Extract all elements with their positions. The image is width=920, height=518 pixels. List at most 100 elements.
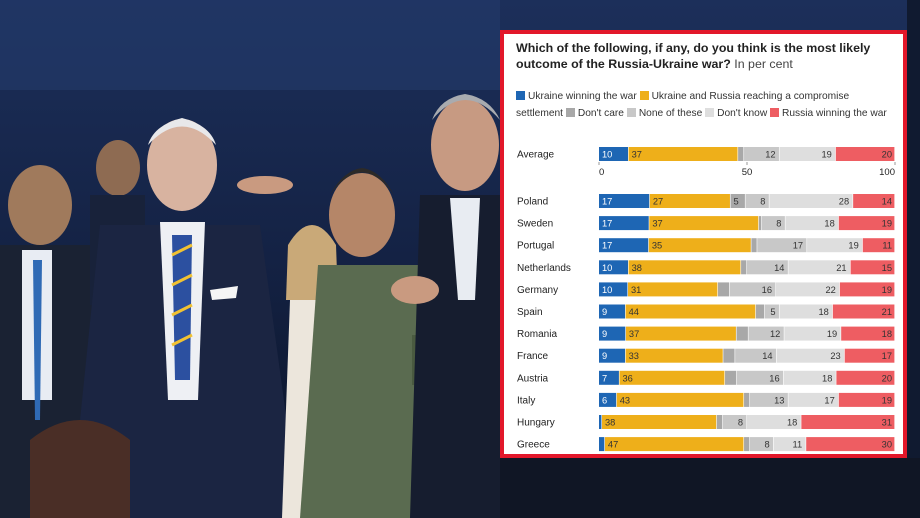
bar-segment-dont_care	[725, 370, 737, 385]
bar-segment-none_of_these	[749, 437, 774, 452]
bar-segment-dont_care	[744, 392, 750, 407]
bar-segment-russia_winning	[841, 326, 895, 341]
bar-segment-ukraine_winning	[599, 194, 650, 208]
legend-label: Ukraine winning the war	[528, 91, 637, 102]
data-label: 10	[602, 263, 612, 273]
bar-segment-dont_care	[751, 238, 757, 253]
bar-segment-dont_know	[776, 348, 845, 363]
data-label: 19	[882, 219, 892, 229]
category-label: Sweden	[517, 219, 553, 230]
data-label: 28	[839, 197, 849, 207]
bar-segment-compromise	[616, 392, 744, 407]
data-label: 8	[764, 440, 769, 450]
data-label: 38	[605, 418, 615, 428]
data-label: 20	[882, 150, 892, 160]
data-label: 19	[848, 241, 858, 251]
data-label: 17	[882, 351, 892, 361]
legend-swatch	[626, 107, 636, 117]
bar-segment-dont_know	[785, 216, 839, 231]
bar-segment-compromise	[628, 147, 738, 161]
data-label: 17	[602, 219, 612, 229]
category-label: France	[517, 351, 549, 362]
bar-segment-ukraine_winning	[599, 282, 628, 297]
bar-segment-ukraine_winning	[599, 238, 649, 253]
category-label: Greece	[517, 440, 550, 451]
bar-segment-dont_know	[773, 437, 806, 452]
category-label: Spain	[517, 307, 543, 318]
bar-segment-ukraine_winning	[599, 260, 628, 275]
legend-item-russia_winning: Russia winning the war	[770, 107, 887, 119]
data-label: 8	[776, 219, 781, 229]
category-label: Average	[517, 150, 555, 161]
category-label: Romania	[517, 329, 557, 340]
tick-label: 50	[742, 167, 753, 178]
legend-swatch	[639, 91, 649, 100]
chart-subtitle: In per cent	[734, 57, 793, 71]
bar-segment-none_of_these	[761, 216, 785, 231]
data-label: 17	[824, 395, 834, 405]
data-label: 19	[827, 329, 837, 339]
bar-segment-compromise	[619, 370, 725, 385]
bar-segment-dont_care	[717, 282, 729, 297]
bar-segment-dont_care	[738, 147, 744, 161]
legend-item-dont_care: Don't care	[565, 107, 624, 119]
bar-segment-dont_care	[736, 326, 748, 341]
bar-segment-compromise	[649, 194, 730, 208]
bar-segment-russia_winning	[850, 260, 895, 275]
category-label: Portugal	[517, 241, 554, 252]
chart-title: Which of the following, if any, do you t…	[516, 41, 871, 71]
data-label: 12	[765, 150, 775, 160]
data-label: 47	[608, 440, 618, 450]
bar-segment-compromise	[625, 304, 756, 319]
bar-segment-dont_know	[769, 194, 853, 208]
data-label: 37	[652, 219, 662, 229]
data-label: 18	[824, 219, 834, 229]
legend-item-ukraine_winning: Ukraine winning the war	[516, 91, 637, 102]
legend-swatch	[705, 107, 715, 117]
bar-segment-russia_winning	[838, 216, 895, 231]
data-label: 44	[629, 307, 639, 317]
data-label: 18	[787, 418, 797, 428]
data-label: 21	[882, 307, 892, 317]
bar-segment-dont_know	[779, 147, 836, 161]
bar-segment-russia_winning	[836, 370, 895, 385]
bar-segment-compromise	[604, 437, 744, 452]
bar-segment-dont_care	[730, 194, 745, 208]
category-label: Poland	[517, 197, 548, 208]
data-label: 16	[762, 285, 772, 295]
data-label: 19	[882, 285, 892, 295]
category-label: Austria	[517, 373, 549, 384]
legend-label: Russia winning the war	[782, 107, 887, 119]
stacked-bar-chart: Average 10 37 12 19 20 0 50 100 Poland 17 27 5 8 28 14 S…	[517, 147, 896, 452]
data-label: 20	[882, 373, 892, 383]
data-label: 17	[602, 241, 612, 251]
data-label: 36	[623, 373, 633, 383]
data-label: 5	[734, 197, 739, 207]
bar-segment-none_of_these	[736, 370, 784, 385]
data-label: 6	[602, 395, 607, 405]
data-label: 9	[602, 329, 607, 339]
data-label: 17	[602, 197, 612, 207]
data-label: 37	[629, 329, 639, 339]
legend-label: Don't know	[717, 107, 768, 119]
bar-segment-russia_winning	[835, 147, 895, 161]
legend-item-dont_know: Don't know	[705, 107, 768, 119]
bar-segment-dont_care	[744, 437, 750, 452]
bar-segment-none_of_these	[745, 194, 769, 208]
bar-segment-ukraine_winning	[599, 216, 649, 231]
bar-segment-russia_winning	[839, 282, 895, 297]
tick-label: 100	[879, 167, 895, 178]
bar-segment-ukraine_winning	[599, 392, 617, 407]
bar-segment-dont_know	[788, 260, 850, 275]
bar-segment-russia_winning	[838, 392, 895, 407]
data-label: 30	[882, 440, 892, 450]
bar-segment-dont_care	[716, 415, 723, 429]
bar-segment-ukraine_winning	[599, 147, 628, 161]
category-label: Italy	[517, 395, 535, 406]
bar-segment-none_of_these	[729, 282, 776, 297]
legend-swatch	[516, 91, 525, 100]
data-label: 19	[821, 150, 831, 160]
bar-segment-none_of_these	[764, 304, 779, 319]
data-label: 8	[738, 418, 743, 428]
data-label: 9	[602, 307, 607, 317]
